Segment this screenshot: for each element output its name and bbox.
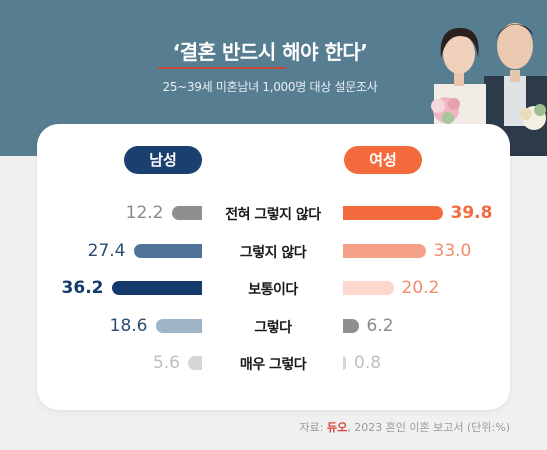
bar-female [343, 206, 443, 220]
woman-face [443, 34, 475, 74]
title-underline [158, 67, 286, 69]
source-prefix: 자료: [299, 421, 324, 434]
value-label-male: 18.6 [109, 315, 148, 336]
bar-male [171, 206, 202, 220]
value-label-female: 39.8 [450, 203, 493, 223]
category-label: 보통이다 [248, 282, 298, 298]
value-label-female: 6.2 [366, 315, 394, 336]
source-note: 자료: 듀오, 2023 혼인 이혼 보고서 (단위:%) [270, 419, 511, 435]
couple-photo [431, 23, 547, 156]
category-label: 전혀 그렇지 않다 [225, 207, 321, 223]
category-label: 그렇지 않다 [239, 244, 307, 261]
value-label-female: 33.0 [433, 240, 472, 261]
bar-male [133, 243, 202, 258]
legend-female: 여성 [344, 146, 422, 174]
category-label: 그렇다 [254, 319, 292, 336]
bar-female [343, 281, 394, 295]
bar-female [343, 243, 426, 258]
bar-male [155, 318, 202, 333]
value-label-male: 27.4 [87, 240, 126, 261]
bar-male [111, 281, 202, 295]
bar-female [343, 318, 359, 333]
bar-male [188, 356, 202, 370]
source-suffix: , 2023 혼인 이혼 보고서 (단위:%) [347, 421, 510, 434]
value-label-female: 0.8 [354, 353, 382, 373]
value-label-male: 5.6 [152, 353, 180, 373]
duo-logo: 듀오 [326, 421, 348, 434]
page-subtitle: 25~39세 미혼남녀 1,000명 대상 설문조사 [162, 80, 378, 94]
legend-male: 남성 [124, 146, 202, 174]
bar-female [343, 356, 346, 370]
chart-card [37, 124, 510, 410]
page-title: ‘결혼 반드시 해야 한다’ [172, 40, 368, 64]
value-label-female: 20.2 [401, 278, 440, 298]
man-face [497, 23, 533, 69]
value-label-male: 12.2 [125, 203, 164, 223]
category-label: 매우 그렇다 [239, 357, 307, 373]
value-label-male: 36.2 [61, 278, 104, 298]
